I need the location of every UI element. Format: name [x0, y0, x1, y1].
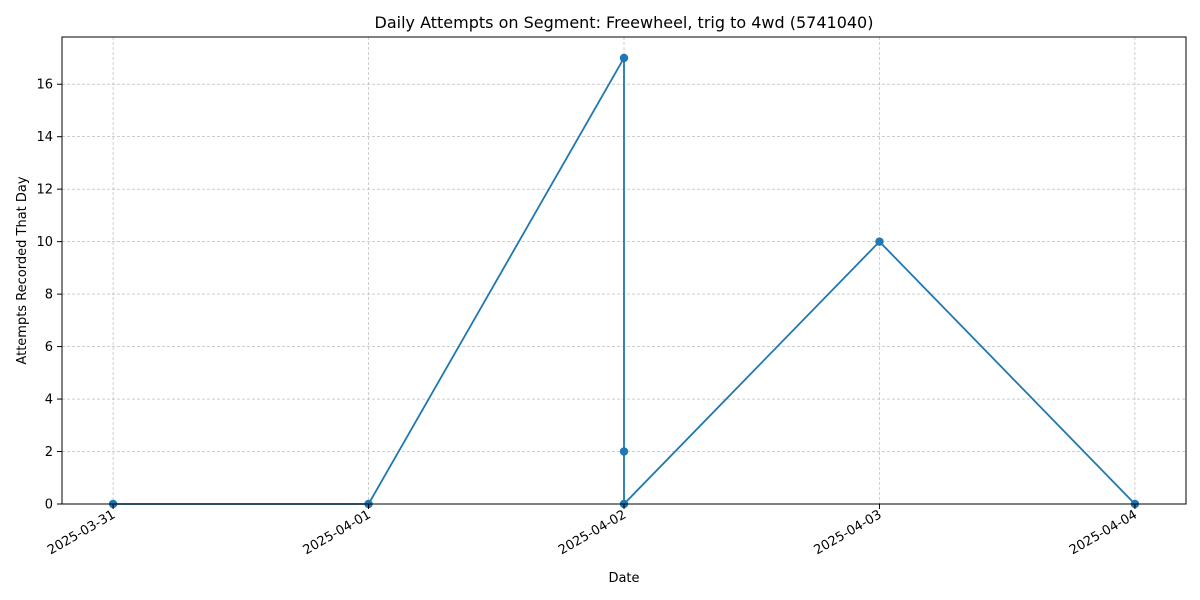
y-tick-label: 0 [45, 498, 53, 513]
y-tick-label: 12 [36, 183, 53, 198]
y-tick-label: 14 [36, 130, 53, 145]
y-tick-label: 8 [45, 288, 53, 303]
data-point [619, 447, 629, 456]
y-tick-label: 10 [36, 235, 53, 250]
x-axis-title: Date [608, 571, 639, 586]
y-tick-label: 6 [45, 340, 53, 355]
y-tick-label: 16 [36, 78, 53, 93]
y-tick-label: 2 [45, 445, 53, 460]
y-axis-title: Attempts Recorded That Day [15, 176, 30, 364]
chart-title: Daily Attempts on Segment: Freewheel, tr… [375, 13, 874, 32]
data-point [619, 53, 629, 63]
y-tick-label: 4 [45, 393, 53, 408]
data-point [875, 237, 884, 246]
